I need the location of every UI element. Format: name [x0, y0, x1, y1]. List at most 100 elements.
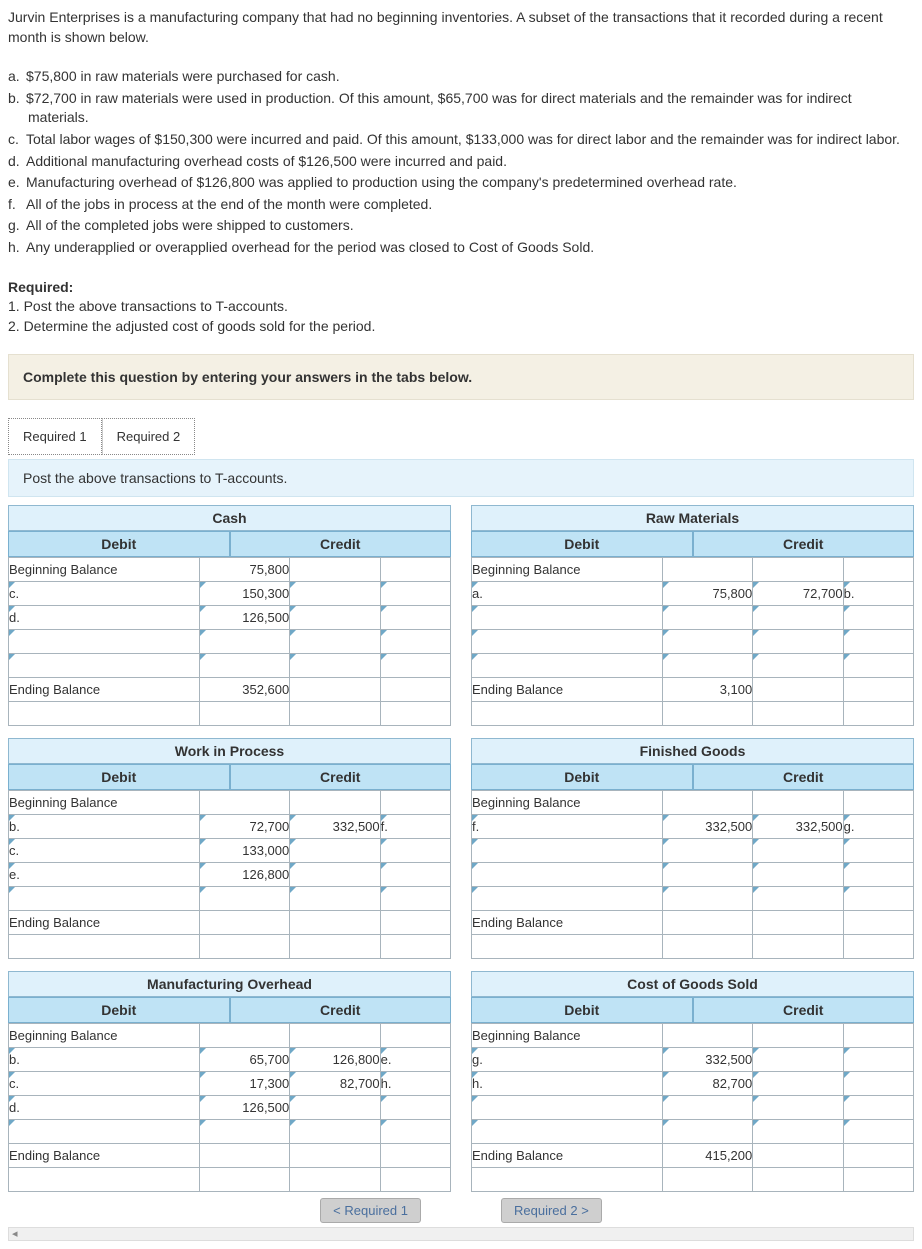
debit-amount-input[interactable]: 126,500	[199, 606, 289, 630]
debit-ref-input[interactable]	[472, 863, 663, 887]
credit-amount-input[interactable]: 332,500	[753, 815, 843, 839]
credit-ref-input[interactable]	[843, 1096, 913, 1120]
credit-amount-input[interactable]	[290, 630, 380, 654]
debit-amount-input[interactable]: 150,300	[199, 582, 289, 606]
credit-ref-input[interactable]	[380, 887, 450, 911]
debit-amount-input[interactable]: 17,300	[199, 1072, 289, 1096]
debit-ref-input[interactable]	[9, 1120, 200, 1144]
debit-ref-input[interactable]: d.	[9, 606, 200, 630]
debit-amount-input[interactable]	[662, 839, 752, 863]
debit-ref-input[interactable]	[472, 887, 663, 911]
debit-ref-input[interactable]	[472, 630, 663, 654]
credit-ref-input[interactable]: f.	[380, 815, 450, 839]
credit-ref-input[interactable]	[380, 606, 450, 630]
credit-amount-input[interactable]	[290, 606, 380, 630]
credit-amount-input[interactable]	[290, 863, 380, 887]
credit-amount-input[interactable]	[753, 654, 843, 678]
credit-amount-input[interactable]	[753, 839, 843, 863]
debit-ref-input[interactable]: h.	[472, 1072, 663, 1096]
debit-ref-input[interactable]	[472, 1096, 663, 1120]
credit-amount-input[interactable]	[753, 606, 843, 630]
debit-amount-input[interactable]: 133,000	[199, 839, 289, 863]
debit-amount-input[interactable]	[199, 1120, 289, 1144]
credit-amount-input[interactable]	[290, 654, 380, 678]
credit-ref-input[interactable]	[843, 863, 913, 887]
debit-amount-input[interactable]	[662, 1096, 752, 1120]
debit-amount-input[interactable]: 126,500	[199, 1096, 289, 1120]
tab-required-2[interactable]: Required 2	[102, 418, 196, 455]
credit-ref-input[interactable]	[380, 630, 450, 654]
nav-prev-button[interactable]: < Required 1	[320, 1198, 421, 1223]
debit-amount-input[interactable]	[662, 1120, 752, 1144]
credit-ref-input[interactable]	[380, 654, 450, 678]
credit-amount-input[interactable]	[290, 887, 380, 911]
debit-ref-input[interactable]: c.	[9, 582, 200, 606]
credit-ref-input[interactable]	[843, 887, 913, 911]
debit-amount-input[interactable]	[199, 630, 289, 654]
debit-amount-input[interactable]	[199, 887, 289, 911]
debit-ref-input[interactable]: f.	[472, 815, 663, 839]
credit-amount-input[interactable]	[753, 1048, 843, 1072]
debit-ref-input[interactable]: a.	[472, 582, 663, 606]
credit-amount-input[interactable]	[753, 863, 843, 887]
debit-ref-input[interactable]	[472, 654, 663, 678]
debit-amount-input[interactable]: 82,700	[662, 1072, 752, 1096]
credit-amount-input[interactable]	[753, 1120, 843, 1144]
debit-amount-input[interactable]: 75,800	[662, 582, 752, 606]
credit-amount-input[interactable]: 332,500	[290, 815, 380, 839]
nav-next-button[interactable]: Required 2 >	[501, 1198, 602, 1223]
debit-ref-input[interactable]: c.	[9, 1072, 200, 1096]
debit-amount-input[interactable]	[662, 654, 752, 678]
debit-amount-input[interactable]: 332,500	[662, 815, 752, 839]
credit-ref-input[interactable]	[843, 839, 913, 863]
debit-ref-input[interactable]: g.	[472, 1048, 663, 1072]
debit-ref-input[interactable]	[9, 887, 200, 911]
debit-amount-input[interactable]: 332,500	[662, 1048, 752, 1072]
credit-ref-input[interactable]	[843, 606, 913, 630]
horizontal-scrollbar[interactable]	[8, 1227, 914, 1241]
credit-ref-input[interactable]	[843, 1048, 913, 1072]
credit-amount-input[interactable]	[753, 1072, 843, 1096]
credit-ref-input[interactable]	[843, 1072, 913, 1096]
debit-ref-input[interactable]: b.	[9, 1048, 200, 1072]
debit-ref-input[interactable]	[472, 839, 663, 863]
debit-ref-input[interactable]: c.	[9, 839, 200, 863]
debit-amount-input[interactable]: 72,700	[199, 815, 289, 839]
credit-amount-input[interactable]: 82,700	[290, 1072, 380, 1096]
credit-ref-input[interactable]	[380, 839, 450, 863]
debit-ref-input[interactable]	[472, 1120, 663, 1144]
credit-amount-input[interactable]: 72,700	[753, 582, 843, 606]
credit-amount-input[interactable]	[753, 1096, 843, 1120]
tab-required-1[interactable]: Required 1	[8, 418, 102, 455]
credit-amount-input[interactable]	[290, 582, 380, 606]
debit-ref-input[interactable]	[9, 630, 200, 654]
debit-ref-input[interactable]: d.	[9, 1096, 200, 1120]
debit-ref-input[interactable]: b.	[9, 815, 200, 839]
credit-amount-input[interactable]: 126,800	[290, 1048, 380, 1072]
credit-ref-input[interactable]	[843, 630, 913, 654]
credit-amount-input[interactable]	[290, 1096, 380, 1120]
debit-amount-input[interactable]: 65,700	[199, 1048, 289, 1072]
credit-ref-input[interactable]	[380, 1120, 450, 1144]
debit-amount-input[interactable]	[662, 606, 752, 630]
credit-amount-input[interactable]	[753, 630, 843, 654]
credit-ref-input[interactable]	[843, 1120, 913, 1144]
credit-amount-input[interactable]	[753, 887, 843, 911]
credit-ref-input[interactable]	[380, 582, 450, 606]
debit-amount-input[interactable]	[662, 863, 752, 887]
debit-ref-input[interactable]	[9, 654, 200, 678]
debit-amount-input[interactable]	[662, 887, 752, 911]
credit-amount-input[interactable]	[290, 839, 380, 863]
debit-amount-input[interactable]: 126,800	[199, 863, 289, 887]
credit-ref-input[interactable]	[843, 654, 913, 678]
credit-ref-input[interactable]: e.	[380, 1048, 450, 1072]
credit-ref-input[interactable]	[380, 863, 450, 887]
debit-ref-input[interactable]	[472, 606, 663, 630]
credit-ref-input[interactable]: g.	[843, 815, 913, 839]
credit-ref-input[interactable]: h.	[380, 1072, 450, 1096]
credit-amount-input[interactable]	[290, 1120, 380, 1144]
credit-ref-input[interactable]	[380, 1096, 450, 1120]
debit-amount-input[interactable]	[662, 630, 752, 654]
debit-ref-input[interactable]: e.	[9, 863, 200, 887]
debit-amount-input[interactable]	[199, 654, 289, 678]
